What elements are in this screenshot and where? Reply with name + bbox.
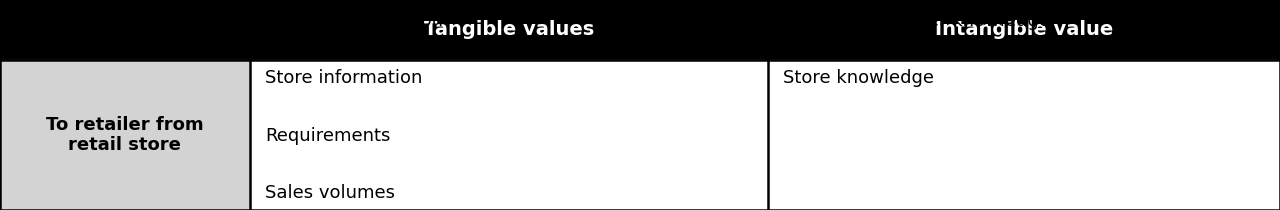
Text: Intangible value: Intangible value [934,20,1114,39]
Bar [768,0,1280,60]
Text: Tangible values: Tangible values [424,20,594,39]
Bar [250,60,768,210]
Bar [250,0,768,60]
Text: Product information: Product information [265,12,443,30]
Text: Store knowledge: Store knowledge [783,69,934,87]
Text: Requirements: Requirements [265,127,390,145]
Text: Product/consumer knowledge: Product/consumer knowledge [783,12,1050,30]
Bar [768,60,1280,210]
Text: Store information: Store information [265,69,422,87]
Text: To retailer from
retail store: To retailer from retail store [46,116,204,154]
Bar [0,0,250,60]
Bar [0,60,250,210]
Text: Sales volumes: Sales volumes [265,184,396,202]
